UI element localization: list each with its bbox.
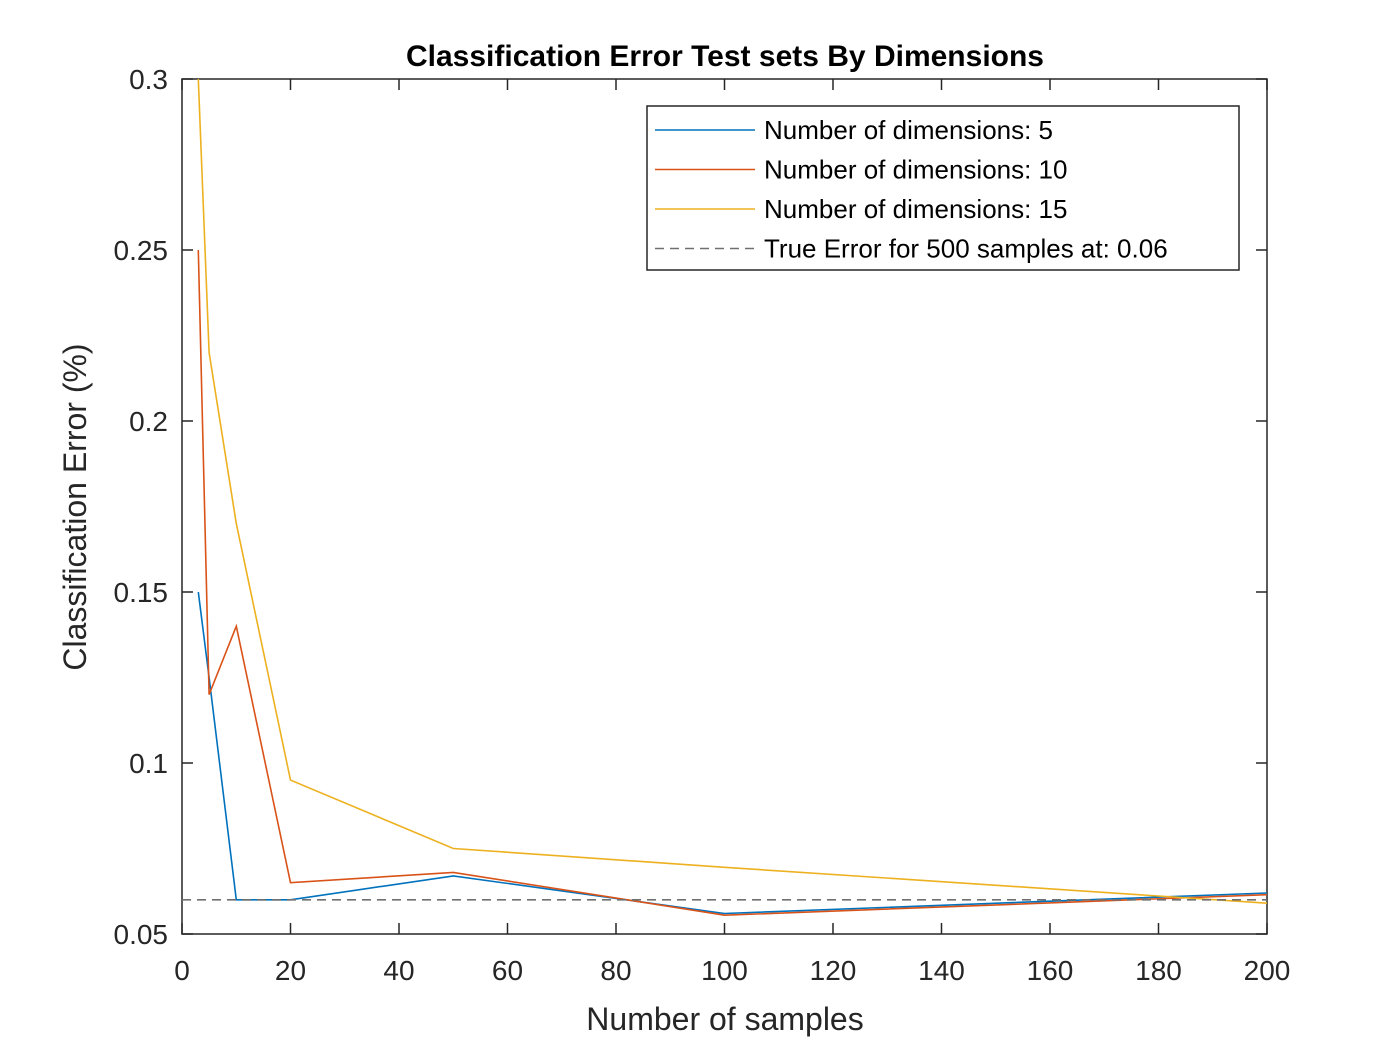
legend-label: Number of dimensions: 5	[764, 115, 1053, 145]
x-tick-label: 120	[810, 955, 857, 986]
series-layer	[182, 78, 1268, 917]
y-tick-label: 0.3	[129, 64, 168, 95]
x-tick-label: 180	[1135, 955, 1182, 986]
x-tick-label: 80	[600, 955, 631, 986]
y-tick-label: 0.2	[129, 406, 168, 437]
legend-label: Number of dimensions: 15	[764, 194, 1067, 224]
x-axis: 0 20 40 60 80 100 120 140 160 180 200	[174, 79, 1290, 986]
y-tick-label: 0.25	[114, 235, 169, 266]
legend-box	[646, 105, 1240, 271]
y-tick-label: 0.15	[114, 577, 169, 608]
x-tick-label: 160	[1027, 955, 1074, 986]
x-axis-label: Number of samples	[586, 1001, 863, 1037]
x-tick-label: 0	[174, 955, 190, 986]
x-tick-label: 200	[1244, 955, 1291, 986]
x-tick-label: 140	[918, 955, 965, 986]
series-line-2	[197, 249, 1268, 917]
y-axis: 0.05 0.1 0.15 0.2 0.25 0.3	[114, 64, 1267, 950]
chart-title: Classification Error Test sets By Dimens…	[406, 40, 1044, 73]
x-tick-label: 40	[383, 955, 414, 986]
legend: Number of dimensions: 5 Number of dimensi…	[646, 105, 1240, 271]
x-tick-label: 20	[275, 955, 306, 986]
x-tick-label: 60	[492, 955, 523, 986]
legend-label: Number of dimensions: 10	[764, 155, 1067, 185]
series-line-3	[197, 78, 1268, 904]
y-tick-label: 0.1	[129, 748, 168, 779]
x-tick-label: 100	[701, 955, 748, 986]
y-axis-label: Classification Error (%)	[57, 343, 93, 670]
y-tick-label: 0.05	[114, 919, 169, 950]
legend-label: True Error for 500 samples at: 0.06	[764, 234, 1168, 264]
